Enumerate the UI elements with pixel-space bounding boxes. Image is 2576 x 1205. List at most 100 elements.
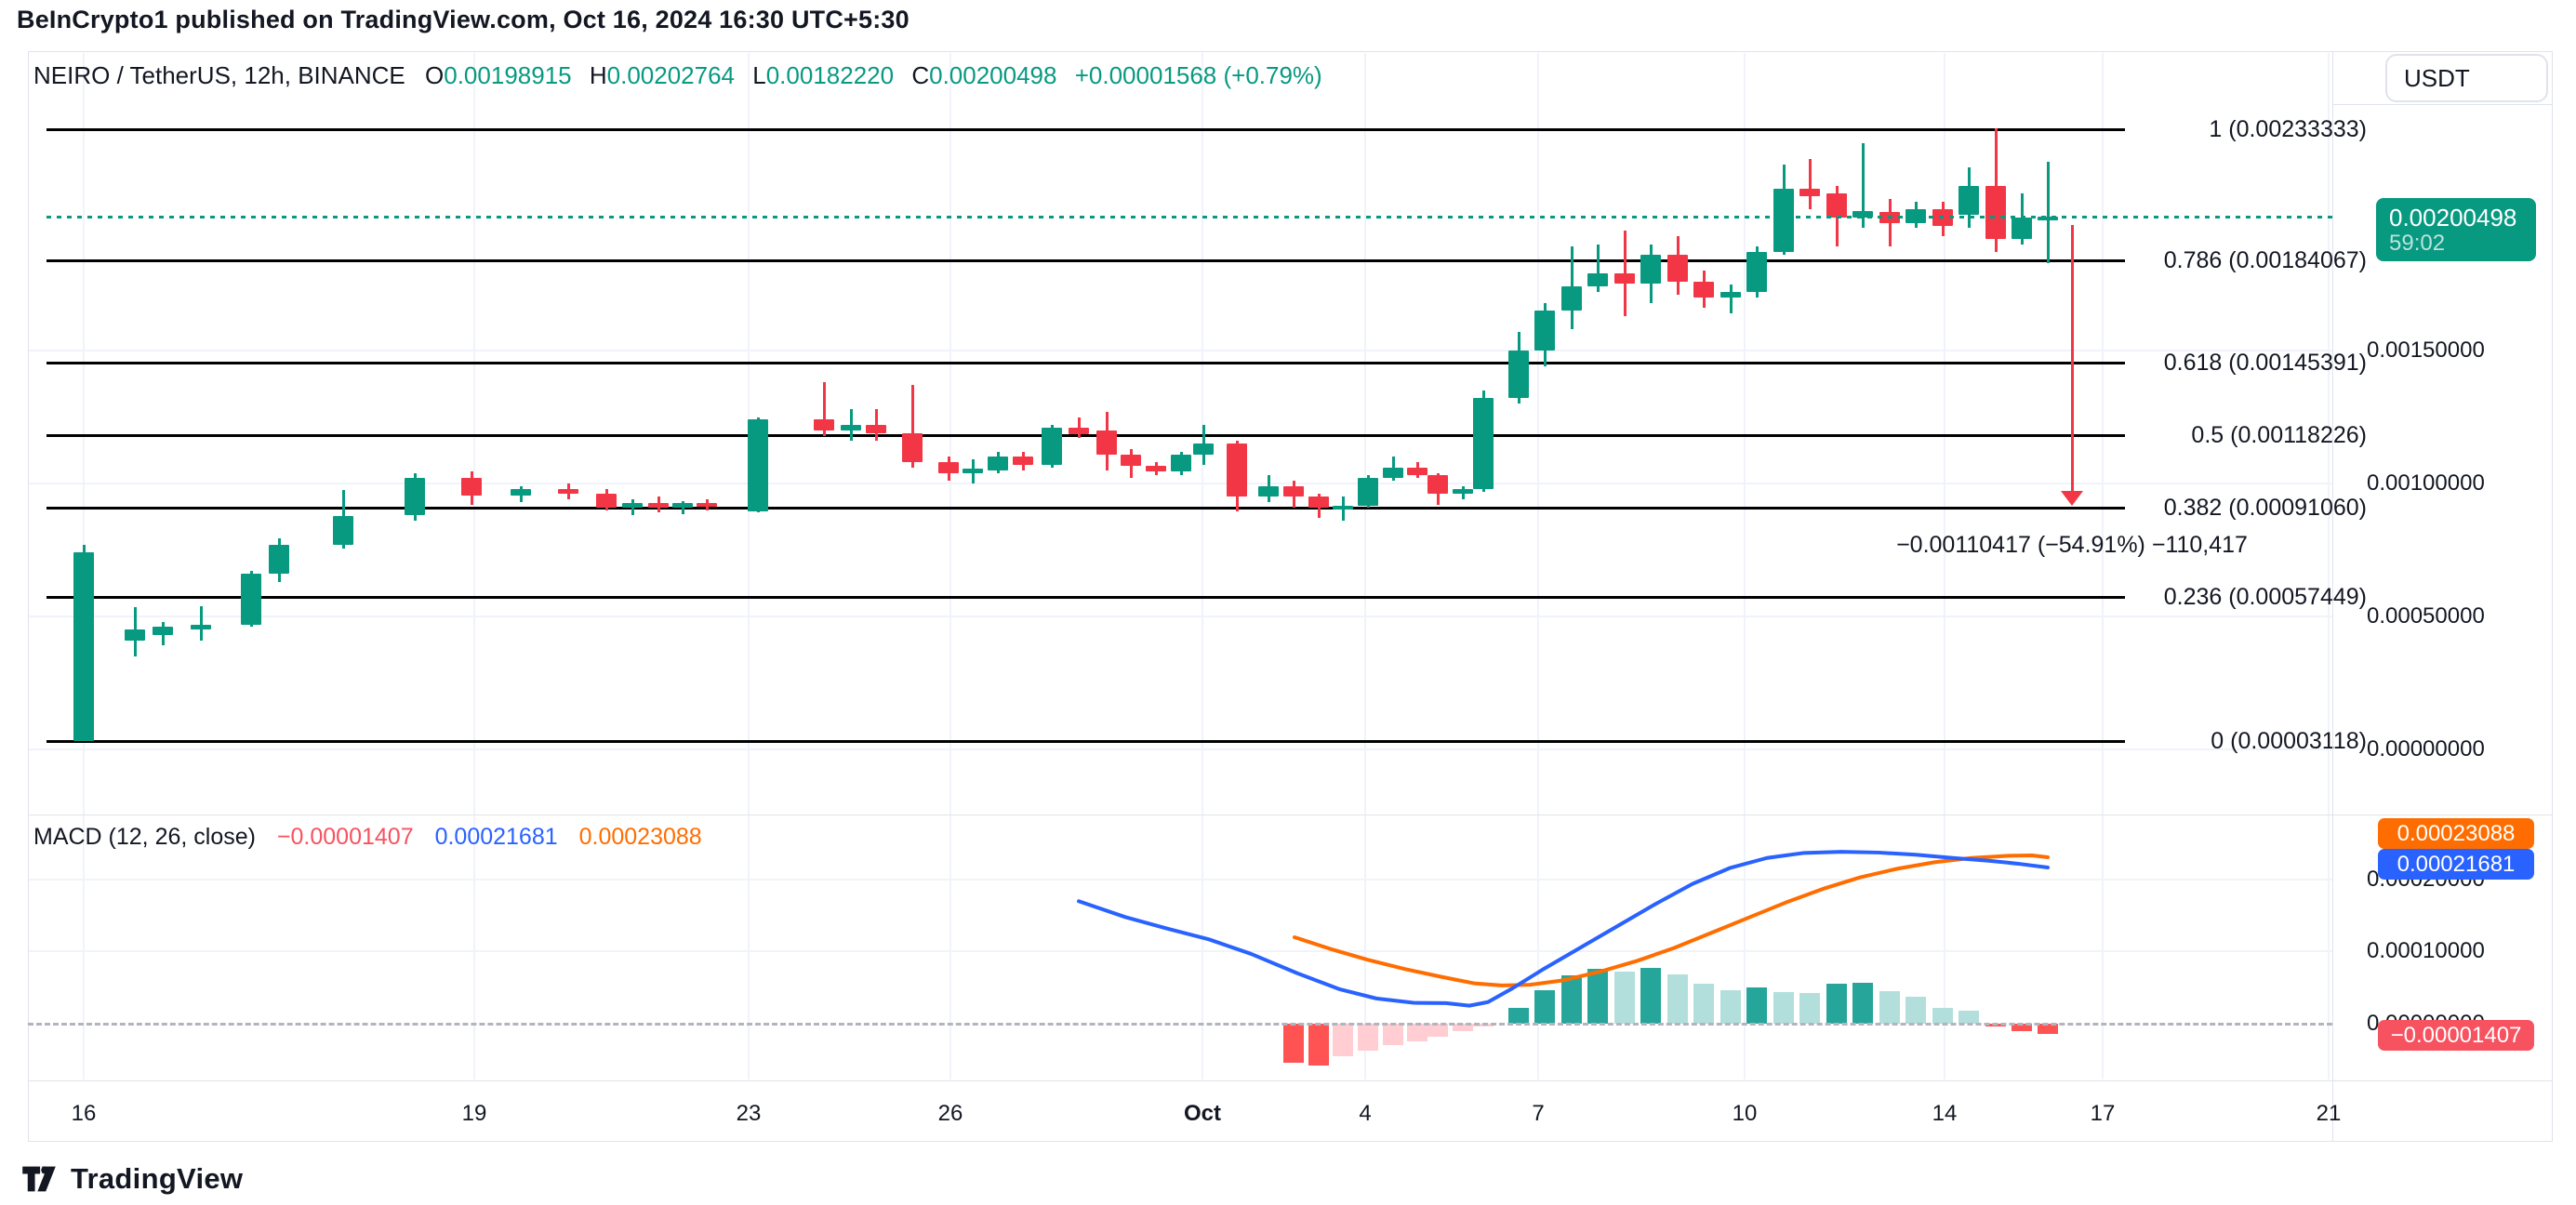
candle-body (1096, 430, 1117, 455)
published-header: BeInCrypto1 published on TradingView.com… (17, 6, 910, 33)
candle-body (2012, 218, 2032, 239)
candle-body (1773, 188, 1794, 253)
candle-body (1121, 454, 1141, 467)
macd-line-value: 0.00021681 (434, 824, 558, 850)
symbol-legend[interactable]: NEIRO / TetherUS, 12h, BINANCE O0.001989… (33, 61, 1322, 90)
candle-body (1852, 210, 1873, 218)
fib-level-label: 0 (0.00003118) (2211, 728, 2367, 754)
candle-body (461, 478, 482, 496)
macd-signal-value: 0.00023088 (578, 824, 702, 850)
grid-vline (473, 53, 475, 1079)
price-axis-label: 0.00100000 (2367, 470, 2485, 496)
grid-vline (1364, 53, 1366, 1079)
macd-histogram-bar (1826, 984, 1847, 1024)
candle-body (1453, 488, 1473, 495)
macd-histogram-bar (1799, 993, 1820, 1024)
chart-frame (28, 51, 2553, 1142)
change-value: +0.00001568 (+0.79%) (1074, 61, 1322, 89)
candle-body (1069, 427, 1089, 435)
symbol-name: NEIRO / TetherUS, 12h, BINANCE (33, 61, 405, 89)
price-axis-label: 0.00010000 (2367, 938, 2485, 963)
candle-body (1407, 467, 1427, 476)
tradingview-footer[interactable]: TradingView (20, 1160, 243, 1198)
projection-arrow-head (2061, 491, 2083, 506)
candle-body (1640, 255, 1661, 285)
price-axis-label: 0.00000000 (2367, 736, 2485, 761)
grid-vline (1202, 53, 1203, 1079)
grid-hline (29, 483, 2332, 484)
candle-wick (849, 408, 853, 442)
candle-body (191, 624, 211, 630)
candle-body (1746, 252, 1767, 293)
time-axis-label: 26 (937, 1101, 963, 1126)
candle-body (405, 478, 425, 516)
fib-level-label: 0.786 (0.00184067) (2163, 247, 2367, 273)
candle-wick (631, 499, 634, 516)
candle-body (269, 544, 289, 575)
candle-wick (1729, 284, 1733, 313)
candle-body (596, 494, 617, 508)
macd-histogram-value: −0.00001407 (276, 824, 414, 850)
macd-histogram-bar (1720, 990, 1741, 1024)
currency-toggle-button[interactable]: USDT (2385, 54, 2548, 102)
fib-level-line (46, 740, 2125, 743)
fib-level-line (46, 507, 2125, 510)
fib-level-label: 0.236 (0.00057449) (2163, 584, 2367, 610)
macd-legend[interactable]: MACD (12, 26, close) −0.00001407 0.00021… (33, 824, 702, 851)
candle-wick (910, 385, 914, 468)
candle-body (1146, 466, 1166, 472)
macd-histogram-bar (1383, 1024, 1403, 1046)
candle-body (1308, 497, 1329, 508)
macd-histogram-bar (1932, 1007, 1953, 1024)
candle-wick (681, 500, 684, 514)
macd-histogram-bar (2012, 1024, 2032, 1031)
price-axis-separator (2332, 51, 2333, 1142)
candle-body (1333, 506, 1353, 510)
toolbar-separator (2332, 104, 2553, 105)
candle-body (1799, 188, 1820, 197)
fib-level-line (46, 596, 2125, 599)
macd-title: MACD (12, 26, close) (33, 824, 256, 850)
fib-projection-label: −0.00110417 (−54.91%) −110,417 (1896, 532, 2248, 558)
macd-histogram-bar (1667, 974, 1688, 1024)
low-value: 0.00182220 (765, 61, 895, 89)
candle-wick (2046, 161, 2050, 263)
candle-body (1258, 485, 1279, 497)
candle-body (1473, 398, 1494, 489)
time-axis-label: 7 (1532, 1101, 1545, 1126)
macd-histogram-bar (1693, 983, 1714, 1024)
fib-level-line (46, 434, 2125, 437)
candle-body (125, 629, 145, 641)
candle-body (333, 515, 353, 545)
macd-histogram-bar (1358, 1024, 1378, 1051)
candle-body (1042, 427, 1062, 465)
candle-body (1959, 185, 1979, 216)
macd-histogram-bar (1308, 1024, 1329, 1066)
time-axis-label: 10 (1732, 1101, 1758, 1126)
panel-separator[interactable] (28, 814, 2553, 815)
candle-body (1283, 485, 1304, 497)
macd-histogram-bar (1773, 991, 1794, 1024)
macd-histogram-bar (1427, 1024, 1448, 1037)
macd-histogram-bar (1640, 967, 1661, 1024)
candle-body (241, 574, 261, 625)
candle-body (988, 457, 1008, 470)
candle-body (963, 469, 983, 473)
open-key: O (425, 61, 445, 89)
close-key: C (911, 61, 930, 89)
grid-hline (29, 879, 2332, 881)
fib-level-label: 0.382 (0.00091060) (2163, 495, 2367, 521)
candle-wick (1861, 142, 1865, 229)
fib-level-label: 1 (0.00233333) (2209, 116, 2367, 142)
time-axis-label: 4 (1359, 1101, 1372, 1126)
tradingview-logo-icon (22, 1166, 56, 1192)
candle-body (511, 488, 531, 496)
grid-vline (1944, 53, 1945, 1079)
bar-countdown: 59:02 (2389, 231, 2446, 256)
grid-vline (2102, 53, 2104, 1079)
time-axis-separator (28, 1080, 2553, 1081)
candle-body (153, 627, 173, 636)
candle-wick (874, 408, 878, 442)
candle-body (1508, 351, 1529, 399)
candle-body (866, 425, 886, 433)
